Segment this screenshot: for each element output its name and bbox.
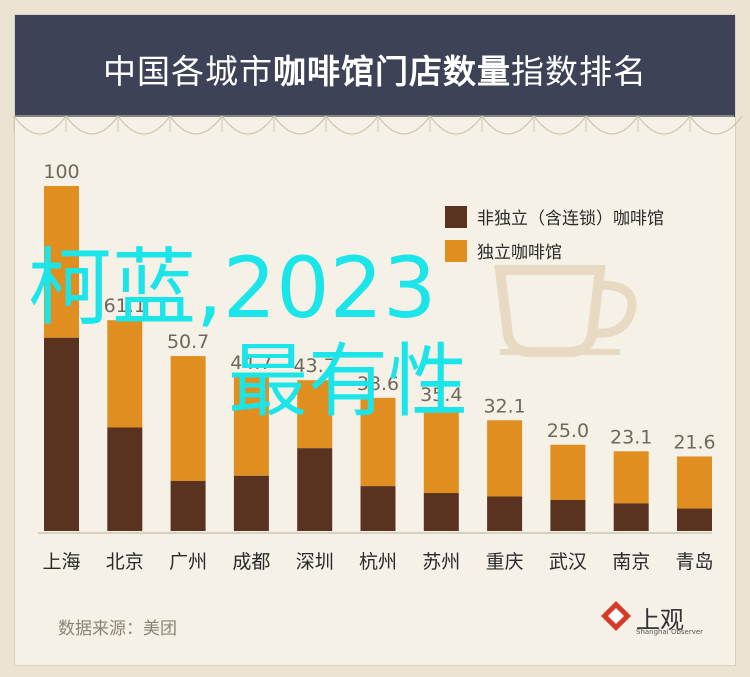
awning-scallop <box>377 115 431 135</box>
coffee-cup-icon <box>494 265 606 357</box>
publisher-logo: 上观 Shanghai Observer <box>600 600 710 640</box>
bar-independent <box>423 408 459 494</box>
data-label: 25.0 <box>547 420 589 442</box>
bar-independent <box>44 186 79 338</box>
category-label: 成都 <box>232 551 270 573</box>
title-part-2: 咖啡馆门店数量 <box>273 52 511 91</box>
bar-non-independent <box>487 496 523 531</box>
category-label: 北京 <box>106 551 144 573</box>
data-label: 50.7 <box>167 331 209 353</box>
data-label: 44.7 <box>230 352 272 374</box>
awning-scallop <box>689 115 743 135</box>
bar-non-independent <box>550 499 586 531</box>
legend-swatch-independent <box>445 240 467 262</box>
category-label: 上海 <box>42 551 80 573</box>
bar-non-independent <box>297 448 333 531</box>
bar-independent <box>107 320 143 428</box>
data-label: 61.1 <box>104 295 146 317</box>
category-label: 武汉 <box>549 551 587 573</box>
awning-scallop <box>65 115 119 135</box>
data-label: 21.6 <box>673 431 715 453</box>
bar-independent <box>487 420 523 497</box>
bar-non-independent <box>233 475 269 531</box>
awning-scallop <box>533 115 587 135</box>
bar-independent <box>170 356 206 481</box>
category-label: 重庆 <box>486 551 524 573</box>
category-label: 南京 <box>612 551 650 573</box>
category-label: 深圳 <box>296 551 334 573</box>
chart-frame: 中国各城市咖啡馆门店数量指数排名 <box>14 14 736 666</box>
data-label: 38.6 <box>357 373 399 395</box>
data-label: 100 <box>43 161 79 183</box>
bar-non-independent <box>613 503 649 531</box>
awning-scallop <box>221 115 275 135</box>
awning-scallop <box>585 115 639 135</box>
awning-scallop <box>273 115 327 135</box>
data-source: 数据来源：美团 <box>58 619 177 639</box>
legend-label-independent: 独立咖啡馆 <box>477 243 562 263</box>
bar-independent <box>360 397 396 487</box>
category-label: 苏州 <box>422 551 460 573</box>
logo-subtext: Shanghai Observer <box>636 628 704 636</box>
bar-non-independent <box>170 480 206 531</box>
category-label: 杭州 <box>359 551 397 573</box>
bar-non-independent <box>360 486 396 531</box>
bar-non-independent <box>423 493 459 531</box>
coffee-cup-handle-icon <box>595 280 637 338</box>
data-label: 43.7 <box>294 355 336 377</box>
category-label: 青岛 <box>675 551 713 573</box>
awning-scallop <box>325 115 379 135</box>
data-label: 35.4 <box>420 384 462 406</box>
category-label: 广州 <box>169 551 207 573</box>
awning-scallop <box>637 115 691 135</box>
awning-scallop <box>117 115 171 135</box>
legend-label-non-independent: 非独立（含连锁）咖啡馆 <box>477 209 664 229</box>
bar-independent <box>297 380 333 449</box>
awning-scallop <box>481 115 535 135</box>
bar-independent <box>613 451 649 504</box>
logo-icon <box>601 601 631 631</box>
awning-scallop <box>13 115 67 135</box>
bar-independent <box>233 376 269 476</box>
bar-independent <box>550 444 586 500</box>
bar-independent <box>677 456 712 509</box>
chart-header: 中国各城市咖啡馆门店数量指数排名 <box>15 15 735 117</box>
chart-title: 中国各城市咖啡馆门店数量指数排名 <box>15 45 735 93</box>
bar-non-independent <box>44 337 79 531</box>
data-label: 32.1 <box>483 395 525 417</box>
logo-text: 上观 <box>636 606 684 634</box>
data-label: 23.1 <box>610 426 652 448</box>
legend-swatch-non-independent <box>445 206 467 228</box>
awning-scallop <box>429 115 483 135</box>
title-part-3: 指数排名 <box>511 52 647 91</box>
bar-non-independent <box>107 427 143 531</box>
bar-non-independent <box>677 508 712 531</box>
awning-scallop <box>169 115 223 135</box>
title-part-1: 中国各城市 <box>103 52 273 91</box>
